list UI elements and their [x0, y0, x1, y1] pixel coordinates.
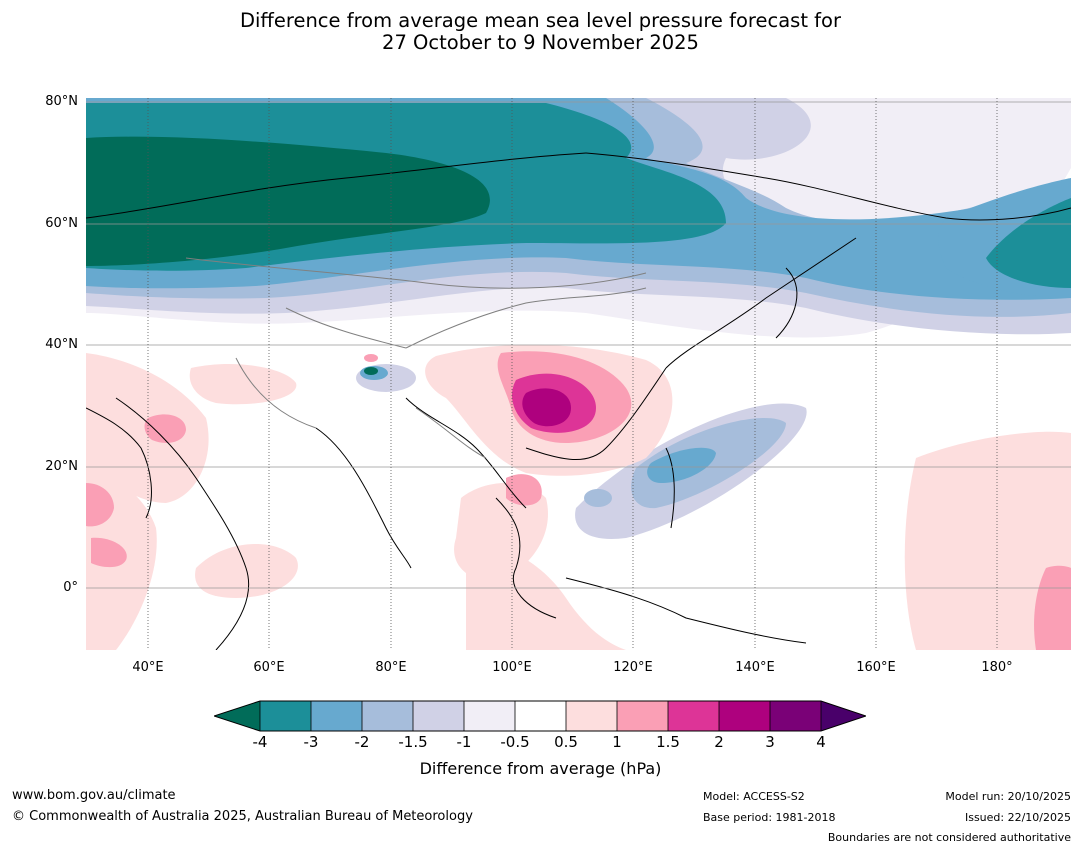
colorbar-bin-n4-n3: [260, 701, 311, 731]
neg-core-dark-teal: [86, 136, 490, 266]
colorbar-tick: -1: [456, 733, 472, 751]
lat-label-20n: 20°N: [45, 459, 78, 474]
lon-label-40e: 40°E: [132, 660, 164, 675]
colorbar: [212, 700, 868, 732]
colorbar-tick: -1.5: [398, 733, 428, 751]
website-link[interactable]: www.bom.gov.au/climate: [12, 788, 176, 803]
colorbar-tick: 1: [612, 733, 622, 751]
africa-pos-pink-2: [91, 537, 127, 568]
offshore-neg-blue: [647, 447, 716, 483]
model-name: Model: ACCESS-S2: [703, 790, 805, 803]
colorbar-extend-high: [821, 701, 866, 731]
colorbar-bin-3-4: [770, 701, 821, 731]
arabia-pos-pink: [144, 414, 186, 443]
pacific-pos-pink: [1034, 565, 1071, 650]
colorbar-tick: 2: [714, 733, 724, 751]
lat-label-80n: 80°N: [45, 94, 78, 109]
tibet-pos-small: [364, 354, 378, 362]
colorbar-bin-n2-n15: [362, 701, 413, 731]
lon-gridlines: [147, 98, 998, 650]
coastlines: [85, 152, 1072, 651]
model-run-date: Model run: 20/10/2025: [945, 790, 1071, 803]
colorbar-tick: -3: [303, 733, 319, 751]
boundaries-disclaimer: Boundaries are not considered authoritat…: [827, 831, 1071, 844]
colorbar-bin-1-15: [617, 701, 668, 731]
colorbar-tick: 4: [816, 733, 826, 751]
lon-label-100e: 100°E: [492, 660, 532, 675]
lat-gridlines: [86, 101, 1071, 589]
colorbar-label: Difference from average (hPa): [419, 759, 662, 778]
colorbar-bin-05-1: [566, 701, 617, 731]
colorbar-extend-low: [214, 701, 260, 731]
lon-label-140e: 140°E: [735, 660, 775, 675]
colorbar-tick: 1.5: [656, 733, 680, 751]
africa-pos-pink: [86, 483, 114, 527]
chart-title: Difference from average mean sea level p…: [0, 10, 1081, 54]
lon-label-60e: 60°E: [253, 660, 285, 675]
colorbar-tick: -0.5: [500, 733, 530, 751]
copyright-text: © Commonwealth of Australia 2025, Austra…: [12, 809, 473, 824]
lat-label-40n: 40°N: [45, 337, 78, 352]
colorbar-bin-n3-n2: [311, 701, 362, 731]
colorbar-dividers: [259, 701, 822, 731]
iran-pos-light: [189, 363, 297, 405]
pressure-anomaly-map: [85, 98, 1072, 651]
colorbar-bin-2-3: [719, 701, 770, 731]
seasia-pos-pink: [506, 474, 542, 506]
china-pos-core: [522, 388, 571, 427]
colorbar-bin-15-2: [668, 701, 719, 731]
lat-label-60n: 60°N: [45, 216, 78, 231]
lon-label-160e: 160°E: [856, 660, 896, 675]
colorbar-tick: 3: [765, 733, 775, 751]
lat-label-0: 0°: [63, 580, 78, 595]
title-line-1: Difference from average mean sea level p…: [240, 9, 841, 32]
tibet-neg-teal: [364, 367, 378, 375]
map-svg: [85, 98, 1072, 651]
pacific-pos-light: [904, 431, 1071, 650]
colorbar-tick: -4: [252, 733, 268, 751]
title-line-2: 27 October to 9 November 2025: [382, 31, 699, 54]
colorbar-tick: 0.5: [554, 733, 578, 751]
country-borders: [185, 257, 647, 459]
base-period: Base period: 1981-2018: [703, 811, 836, 824]
colorbar-bin-n15-n1: [413, 701, 464, 731]
offshore-neg-dot: [584, 489, 612, 507]
colorbar-bin-n05-05: [515, 701, 566, 731]
colorbar-tick: -2: [354, 733, 370, 751]
indonesia-pos-light: [466, 546, 626, 650]
lon-label-120e: 120°E: [613, 660, 653, 675]
lon-label-80e: 80°E: [375, 660, 407, 675]
pacific-neg-teal: [986, 198, 1071, 288]
issued-date: Issued: 22/10/2025: [964, 811, 1071, 824]
lon-label-180: 180°: [981, 660, 1013, 675]
colorbar-bin-n1-n05: [464, 701, 515, 731]
colorbar-svg: [212, 700, 868, 732]
